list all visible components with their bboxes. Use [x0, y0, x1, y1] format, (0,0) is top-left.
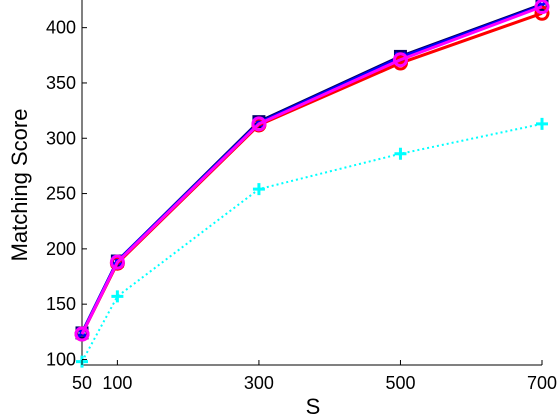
series-4	[76, 117, 548, 368]
data-point	[392, 52, 408, 68]
x-tick-label: 50	[72, 373, 92, 393]
data-point	[111, 290, 124, 303]
x-axis-title: S	[306, 394, 321, 419]
y-tick-label: 100	[46, 349, 76, 369]
x-tick-label: 300	[244, 373, 274, 393]
plot-area	[81, 0, 542, 366]
x-tick-label: 500	[385, 373, 415, 393]
series-line	[81, 122, 543, 363]
data-point	[534, 0, 550, 15]
data-point	[394, 147, 407, 160]
series-line	[80, 4, 543, 334]
series-0	[75, 0, 549, 340]
y-tick-label: 150	[46, 294, 76, 314]
data-point	[536, 117, 548, 130]
data-point	[251, 116, 267, 132]
y-tick-label: 200	[46, 239, 76, 259]
y-tick-label: 300	[46, 128, 76, 148]
y-axis-title: Matching Score	[7, 109, 32, 262]
x-tick-label: 100	[102, 373, 132, 393]
series-line	[80, 3, 543, 334]
data-point	[109, 254, 125, 270]
series-1	[75, 0, 549, 339]
series-layer	[74, 0, 550, 368]
data-point	[252, 183, 265, 196]
y-axis-ticks: 100 150 200 250 300 350 400	[46, 18, 87, 369]
y-tick-label: 350	[46, 73, 76, 93]
y-tick-label: 400	[46, 18, 76, 38]
x-tick-label: 700	[527, 373, 557, 393]
y-tick-label: 250	[46, 184, 76, 204]
series-2	[74, 5, 550, 342]
series-3	[74, 0, 550, 342]
series-line	[80, 5, 543, 335]
x-axis-ticks: 50 100 300 500 700	[72, 360, 557, 393]
data-point	[74, 326, 90, 342]
series-line	[80, 11, 543, 335]
